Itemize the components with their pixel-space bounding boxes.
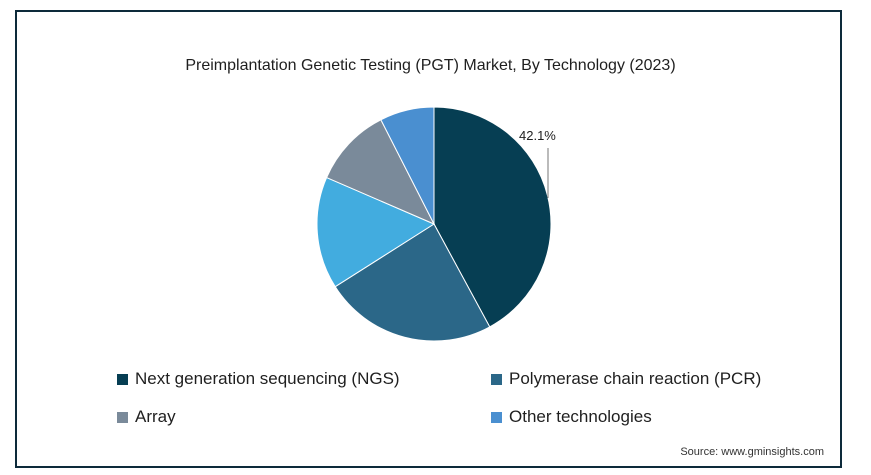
source-note: Source: www.gminsights.com (680, 446, 824, 458)
chart-frame: Preimplantation Genetic Testing (PGT) Ma… (15, 10, 842, 468)
pie-chart: 42.1% (316, 106, 556, 342)
pie-slice-array (325, 119, 436, 226)
data-label-ngs: 42.1% (519, 128, 556, 143)
pie-slice-ngs (433, 106, 552, 328)
pie-slice-other-b (380, 106, 435, 225)
pie-slice-pcr (334, 223, 491, 342)
chart-title: Preimplantation Genetic Testing (PGT) Ma… (185, 57, 676, 74)
pie-slice-other-a (316, 176, 436, 288)
